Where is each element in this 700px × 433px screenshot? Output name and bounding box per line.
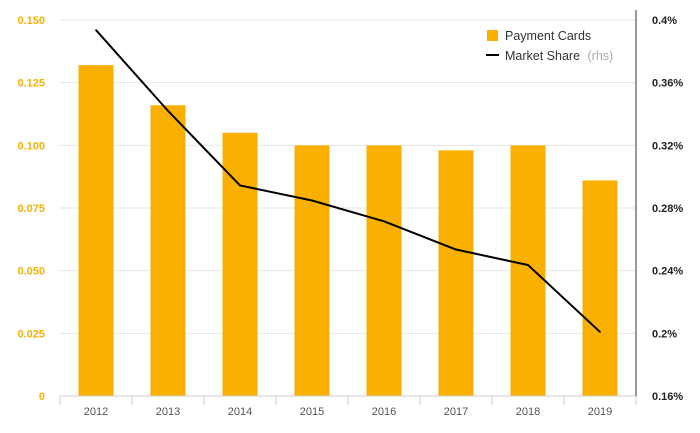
y-right-tick-label: 0.16% [652, 391, 683, 403]
y-right-tick-label: 0.32% [652, 140, 683, 152]
line-point-2013 [167, 110, 169, 112]
y-right-tick-label: 0.36% [652, 78, 683, 90]
bar-2017 [438, 150, 474, 396]
legend-swatch-payment-cards [487, 30, 498, 41]
y-left-tick-label: 0.100 [17, 140, 45, 152]
x-tick-label: 2015 [300, 406, 324, 418]
line-point-2014 [239, 184, 241, 187]
y-left-tick-label: 0.150 [17, 15, 45, 27]
legend: Payment Cards Market Share (rhs) [486, 29, 613, 63]
bar-2018 [510, 145, 546, 396]
x-tick-label: 2012 [84, 406, 108, 418]
legend-label-market-share: Market Share (rhs) [505, 49, 613, 63]
bars [78, 65, 618, 397]
line-series [95, 29, 601, 333]
y-left-tick-label: 0.050 [17, 266, 45, 278]
line-point-2015 [311, 199, 313, 202]
y-right-tick-label: 0.24% [652, 266, 683, 278]
line-point-2012 [95, 29, 97, 31]
bar-2012 [78, 65, 114, 397]
x-tick-label: 2016 [372, 406, 396, 418]
legend-rhs-note: (rhs) [588, 49, 614, 63]
bar-2019 [582, 180, 618, 396]
y-right-tick-label: 0.4% [652, 15, 677, 27]
line-point-2019 [599, 331, 601, 333]
axes: 0 0.025 0.050 0.075 0.100 0.125 0.150 0.16% 0.2%… [17, 10, 683, 418]
x-tick-label: 2013 [156, 406, 180, 418]
y-left-tick-label: 0 [39, 391, 45, 403]
x-tick-label: 2014 [228, 406, 252, 418]
y-left-tick-label: 0.025 [17, 328, 45, 340]
legend-market-share-text: Market Share [505, 49, 580, 63]
x-tick-label: 2018 [516, 406, 540, 418]
y-right-tick-label: 0.2% [652, 328, 677, 340]
legend-label-payment-cards: Payment Cards [505, 29, 591, 43]
bar-2014 [222, 132, 258, 397]
bar-2013 [150, 105, 186, 396]
y-left-tick-label: 0.125 [17, 78, 45, 90]
line-point-2017 [455, 248, 457, 251]
bar-2016 [366, 145, 402, 396]
x-tick-label: 2017 [444, 406, 468, 418]
y-right-tick-label: 0.28% [652, 203, 683, 215]
bar-2015 [294, 145, 330, 396]
line-point-2018 [527, 264, 529, 266]
line-market-share [95, 29, 601, 333]
line-point-2016 [383, 220, 385, 223]
y-left-tick-label: 0.075 [17, 203, 45, 215]
x-tick-label: 2019 [588, 406, 612, 418]
